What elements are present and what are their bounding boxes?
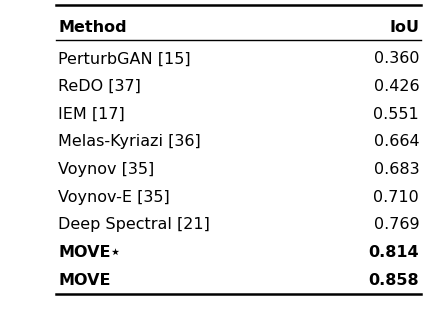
Text: 0.360: 0.360	[374, 51, 419, 66]
Text: 0.858: 0.858	[369, 273, 419, 288]
Text: MOVE: MOVE	[58, 273, 111, 288]
Text: 0.664: 0.664	[374, 134, 419, 149]
Text: 0.683: 0.683	[374, 162, 419, 177]
Text: IoU: IoU	[389, 19, 419, 35]
Text: PerturbGAN [15]: PerturbGAN [15]	[58, 51, 190, 66]
Text: Melas-Kyriazi [36]: Melas-Kyriazi [36]	[58, 134, 201, 149]
Text: Voynov [35]: Voynov [35]	[58, 162, 154, 177]
Text: IEM [17]: IEM [17]	[58, 107, 125, 122]
Text: Voynov-E [35]: Voynov-E [35]	[58, 190, 170, 205]
Text: 0.710: 0.710	[374, 190, 419, 205]
Text: 0.551: 0.551	[374, 107, 419, 122]
Text: Method: Method	[58, 19, 127, 35]
Text: MOVE⋆: MOVE⋆	[58, 245, 120, 260]
Text: ReDO [37]: ReDO [37]	[58, 79, 141, 94]
Text: 0.769: 0.769	[374, 217, 419, 232]
Text: Deep Spectral [21]: Deep Spectral [21]	[58, 217, 210, 232]
Text: 0.814: 0.814	[369, 245, 419, 260]
Text: 0.426: 0.426	[374, 79, 419, 94]
